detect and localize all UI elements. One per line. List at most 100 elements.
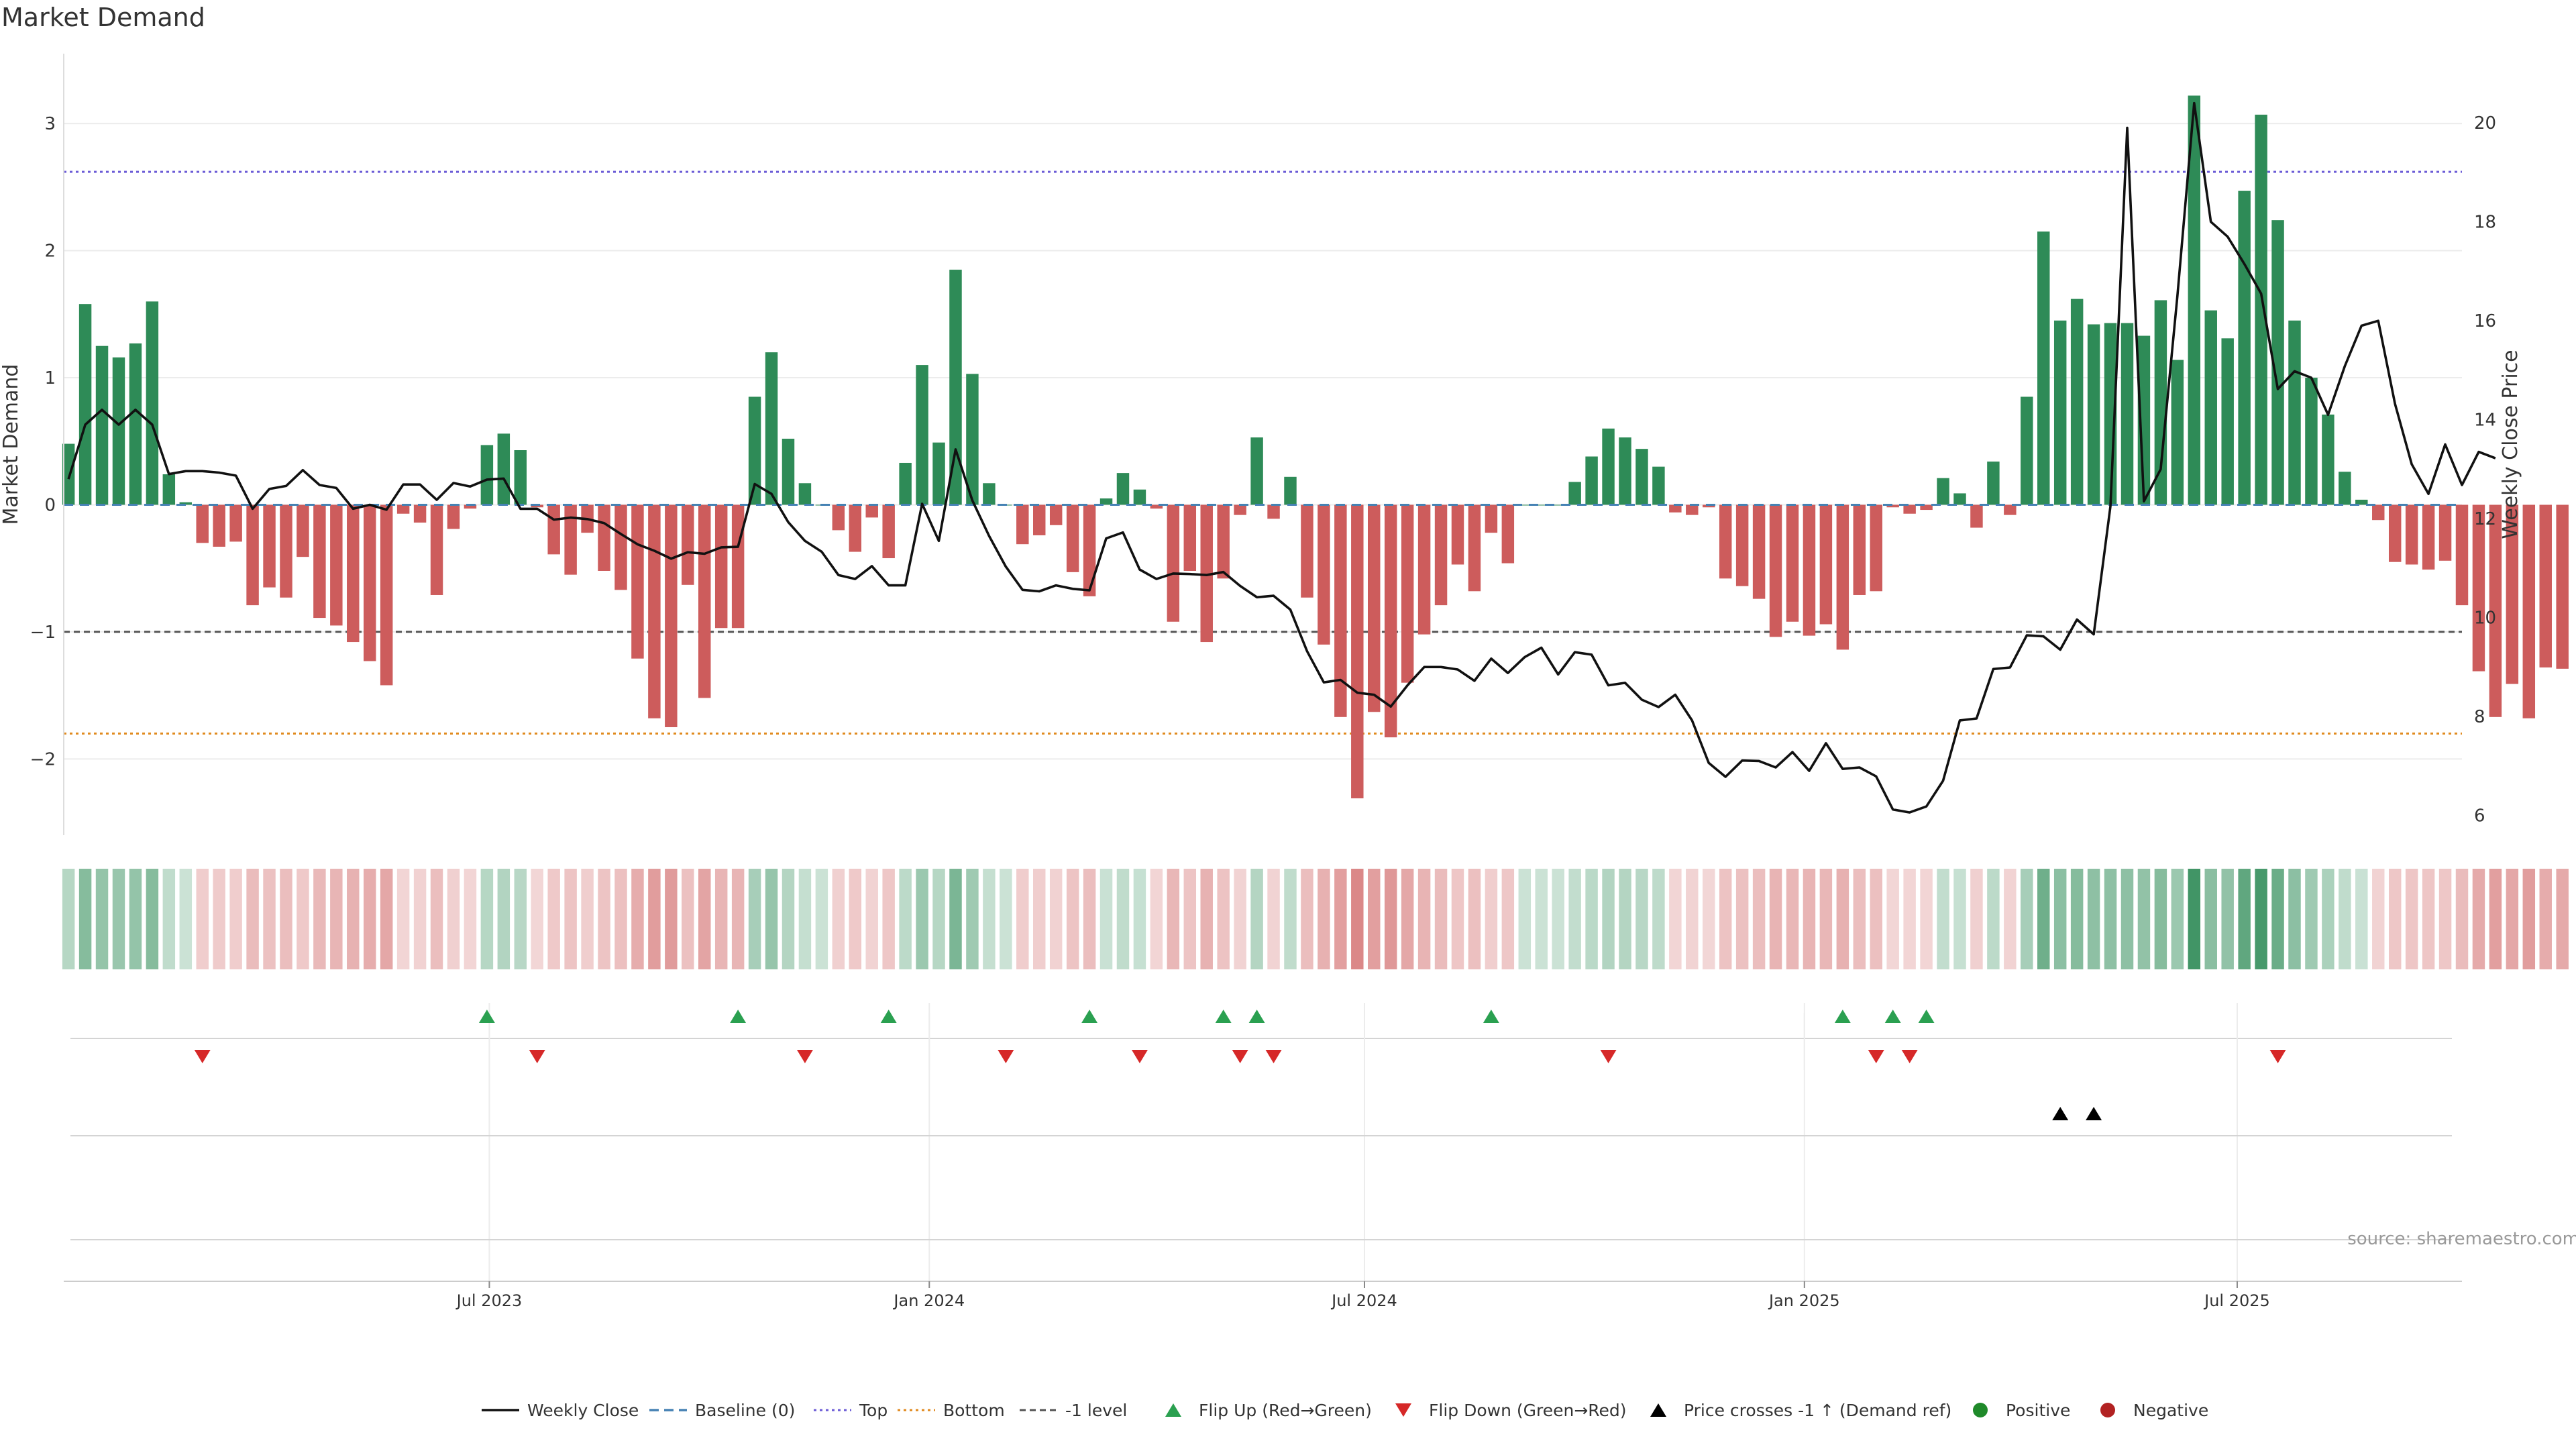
heat-cell	[882, 869, 895, 969]
demand-bar	[1099, 498, 1113, 505]
demand-bar	[1033, 504, 1046, 535]
demand-bar	[2154, 300, 2167, 505]
demand-bar	[2539, 504, 2552, 667]
heat-cell	[2489, 869, 2502, 969]
legend-swatch-flip-down	[1395, 1403, 1411, 1417]
x-tick-label: Jan 2024	[892, 1291, 965, 1310]
heat-cell	[1351, 869, 1364, 969]
x-tick-label: Jul 2025	[2203, 1291, 2270, 1310]
demand-bar	[1735, 504, 1749, 586]
heat-cell	[1301, 869, 1313, 969]
demand-bar	[2255, 114, 2267, 505]
demand-bar	[2121, 323, 2134, 505]
flip-up-marker	[1215, 1010, 1232, 1023]
flip-up-marker	[478, 1010, 495, 1023]
heat-cell	[1920, 869, 1933, 969]
demand-bar	[1066, 504, 1079, 572]
legend-swatch-flip-up	[1165, 1403, 1181, 1417]
heat-cell	[1987, 869, 2000, 969]
heat-cell	[1016, 869, 1029, 969]
demand-bar	[2070, 299, 2084, 505]
heat-cell	[2053, 869, 2067, 969]
demand-bar	[1769, 504, 1782, 637]
demand-bar	[714, 504, 728, 629]
heat-cell	[1485, 869, 1498, 969]
heat-cell	[1686, 869, 1699, 969]
demand-bar	[2322, 414, 2334, 505]
demand-bar	[2021, 396, 2033, 505]
flip-down-marker	[998, 1050, 1014, 1063]
heat-cell	[832, 869, 845, 969]
heat-cell	[1318, 869, 1330, 969]
heat-cell	[2339, 869, 2351, 969]
demand-bar	[1133, 489, 1146, 505]
demand-bar	[2188, 95, 2201, 505]
demand-bar	[1568, 482, 1581, 505]
demand-bar	[1619, 437, 1631, 505]
demand-bar	[2405, 504, 2418, 565]
demand-bar	[313, 504, 326, 619]
heat-cell	[1886, 869, 1899, 969]
demand-bar	[1987, 462, 2000, 505]
demand-bar	[849, 504, 862, 552]
heat-cell	[1267, 869, 1280, 969]
y2-axis-label: Weekly Close Price	[2499, 350, 2522, 539]
legend-label: Flip Down (Green→Red)	[1429, 1401, 1627, 1420]
flip-down-marker	[1901, 1050, 1918, 1063]
demand-bar	[1836, 504, 1849, 650]
flip-down-marker	[2269, 1050, 2286, 1063]
heat-cell	[1602, 869, 1615, 969]
flip-down-marker	[529, 1050, 545, 1063]
legend-swatch-negative	[2100, 1403, 2115, 1417]
heat-cell	[213, 869, 225, 969]
demand-bar	[330, 504, 343, 626]
demand-bar	[1434, 504, 1448, 606]
heat-cell	[514, 869, 527, 969]
demand-bar	[514, 450, 527, 505]
heat-cell	[2522, 869, 2536, 969]
heat-cell	[1284, 869, 1297, 969]
heat-cell	[396, 869, 410, 969]
heat-cell	[849, 869, 862, 969]
heat-cell	[1217, 869, 1230, 969]
heat-cell	[2455, 869, 2469, 969]
heat-cell	[1384, 869, 1397, 969]
demand-bar	[2339, 472, 2351, 505]
heat-cell	[547, 869, 560, 969]
demand-bar	[2288, 320, 2301, 505]
heat-cell	[363, 869, 376, 969]
heat-cell	[1903, 869, 1916, 969]
heat-cell	[2021, 869, 2033, 969]
demand-bar	[765, 352, 778, 505]
demand-bar	[1016, 504, 1029, 545]
demand-bar	[882, 504, 895, 559]
demand-bar	[1167, 504, 1180, 622]
heat-cell	[2238, 869, 2251, 969]
weekly-close-line	[67, 101, 2496, 814]
demand-bar	[2372, 504, 2385, 521]
heat-cell	[2137, 869, 2151, 969]
demand-bar	[380, 504, 393, 686]
heat-cell	[1066, 869, 1079, 969]
demand-bar	[1703, 504, 1715, 508]
demand-bar	[1602, 428, 1615, 505]
heat-cell	[313, 869, 326, 969]
demand-bar	[1284, 476, 1297, 505]
heat-cell	[1769, 869, 1782, 969]
demand-bar	[782, 438, 795, 505]
heat-cell	[765, 869, 778, 969]
demand-bar	[1970, 504, 1983, 528]
demand-bar	[1049, 504, 1063, 525]
y-axis-label: Market Demand	[0, 364, 23, 525]
demand-bar	[1953, 493, 1966, 505]
demand-bar	[665, 504, 678, 727]
demand-bar	[179, 502, 193, 505]
flip-down-marker	[1600, 1050, 1617, 1063]
heat-cell	[1735, 869, 1749, 969]
demand-bar	[899, 462, 912, 505]
flip-up-marker	[1918, 1010, 1935, 1023]
demand-bar	[865, 504, 878, 518]
heat-cell	[464, 869, 477, 969]
y-tick-label: 0	[44, 495, 56, 515]
demand-bar	[916, 365, 928, 505]
